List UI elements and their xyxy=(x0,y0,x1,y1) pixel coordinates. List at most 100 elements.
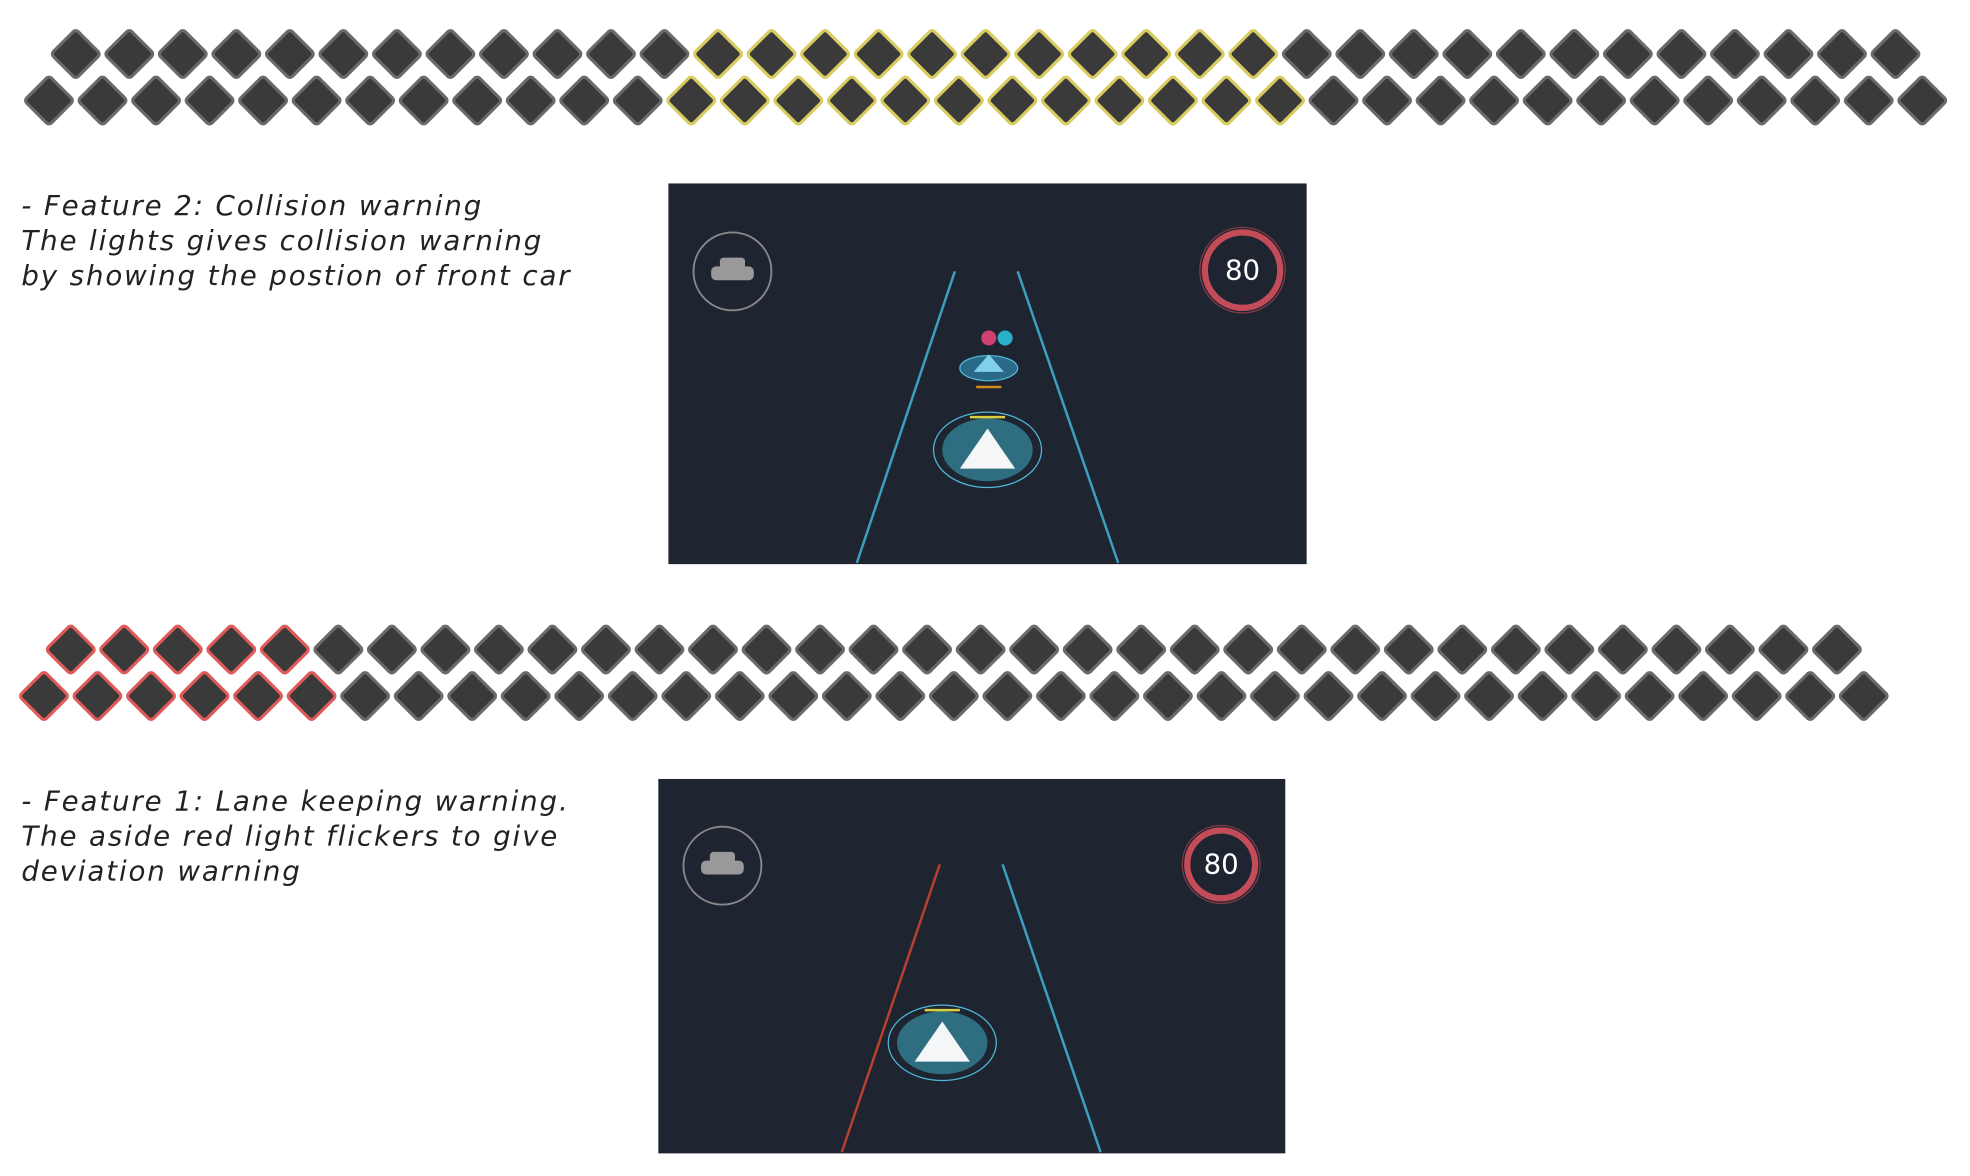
light-tile xyxy=(1683,75,1734,126)
light-tile xyxy=(1201,75,1252,126)
light-tile xyxy=(875,671,926,721)
light-tile xyxy=(1678,671,1729,721)
light-tile xyxy=(1517,671,1568,721)
light-tile xyxy=(340,671,390,721)
vehicle-arrow xyxy=(914,1021,970,1062)
caption-line: by showing the postion of front car xyxy=(21,259,571,292)
light-tile xyxy=(1790,75,1841,126)
light-tile xyxy=(1228,29,1279,79)
dashboard-collision: 80 xyxy=(668,183,1307,565)
light-tile xyxy=(72,671,123,721)
light-tile xyxy=(500,671,551,721)
light-tile xyxy=(1169,624,1220,675)
speed-limit: 80 xyxy=(1204,848,1239,881)
light-tile xyxy=(581,624,631,675)
light-tile xyxy=(1303,671,1354,721)
caption-line: deviation warning xyxy=(21,855,301,888)
light-tile xyxy=(259,624,310,675)
light-tile xyxy=(1571,671,1621,721)
light-tile xyxy=(1308,75,1359,126)
light-tile xyxy=(126,671,176,721)
light-tile xyxy=(1276,624,1327,675)
light-tile xyxy=(714,671,765,721)
light-tile xyxy=(853,29,904,79)
light-tile xyxy=(527,624,578,675)
light-tile xyxy=(1281,29,1332,79)
light-tile xyxy=(24,75,74,126)
light-tile xyxy=(1603,29,1653,79)
adas-icon xyxy=(692,231,773,312)
light-tile xyxy=(286,671,337,721)
light-tile xyxy=(928,671,979,721)
light-tile xyxy=(719,75,770,126)
light-tile xyxy=(104,29,155,79)
light-tile xyxy=(233,671,283,721)
light-tile xyxy=(184,75,235,126)
light-tile xyxy=(474,624,524,675)
light-tile xyxy=(1143,671,1193,721)
light-tile xyxy=(1705,624,1755,675)
lane-line xyxy=(1016,270,1120,564)
light-tile xyxy=(1490,624,1541,675)
light-tile xyxy=(1089,671,1140,721)
light-tile xyxy=(1116,624,1167,675)
light-tile xyxy=(1223,624,1274,675)
light-tile xyxy=(1148,75,1198,126)
light-tile xyxy=(1196,671,1247,721)
light-tile xyxy=(131,75,181,126)
light-tile xyxy=(960,29,1011,79)
light-tile xyxy=(238,75,288,126)
light-tile xyxy=(1036,671,1086,721)
light-tile xyxy=(693,29,743,79)
adas-icon xyxy=(682,825,763,906)
light-tile xyxy=(1335,29,1386,79)
light-tile xyxy=(1843,75,1894,126)
light-tile xyxy=(741,624,792,675)
light-tile xyxy=(50,29,101,79)
light-tile xyxy=(1763,29,1814,79)
light-tile xyxy=(372,29,422,79)
light-tile xyxy=(634,624,685,675)
speed-sign xyxy=(1184,827,1259,902)
screen xyxy=(658,778,1286,1154)
light-tile xyxy=(45,624,96,675)
light-tile xyxy=(1549,29,1600,79)
light-tile xyxy=(902,624,952,675)
light-tile xyxy=(982,671,1033,721)
vehicle-ring xyxy=(887,1004,997,1082)
light-tile xyxy=(345,75,396,126)
speed-ring xyxy=(1199,226,1286,314)
light-tile xyxy=(1817,29,1867,79)
caption-line: The aside red light flickers to give xyxy=(21,820,559,853)
light-tile xyxy=(1544,624,1595,675)
light-tile xyxy=(1758,624,1809,675)
light-tile xyxy=(398,75,449,126)
caption-line: - Feature 1: Lane keeping warning. xyxy=(21,784,569,817)
light-tile xyxy=(1576,75,1627,126)
light-tile xyxy=(688,624,738,675)
light-tile xyxy=(795,624,845,675)
vehicle-ring xyxy=(932,411,1043,489)
light-tile xyxy=(1870,29,1921,79)
light-tile xyxy=(479,29,529,79)
light-tile xyxy=(1651,624,1702,675)
light-tile xyxy=(452,75,503,126)
light-tile xyxy=(1383,624,1434,675)
light-tile xyxy=(1442,29,1493,79)
light-tile xyxy=(933,75,984,126)
light-tile xyxy=(826,75,877,126)
alert-icon xyxy=(981,330,997,346)
light-tile xyxy=(773,75,824,126)
light-tile xyxy=(746,29,797,79)
alert-icon xyxy=(997,330,1013,346)
light-tile xyxy=(366,624,417,675)
light-tile xyxy=(1255,75,1305,126)
speed-limit: 80 xyxy=(1225,253,1260,286)
light-tile xyxy=(1014,29,1065,79)
car-icon-top xyxy=(709,851,735,864)
light-tile xyxy=(318,29,369,79)
light-tile xyxy=(1469,75,1519,126)
light-tile xyxy=(206,624,257,675)
front-car-arrow xyxy=(973,354,1004,372)
